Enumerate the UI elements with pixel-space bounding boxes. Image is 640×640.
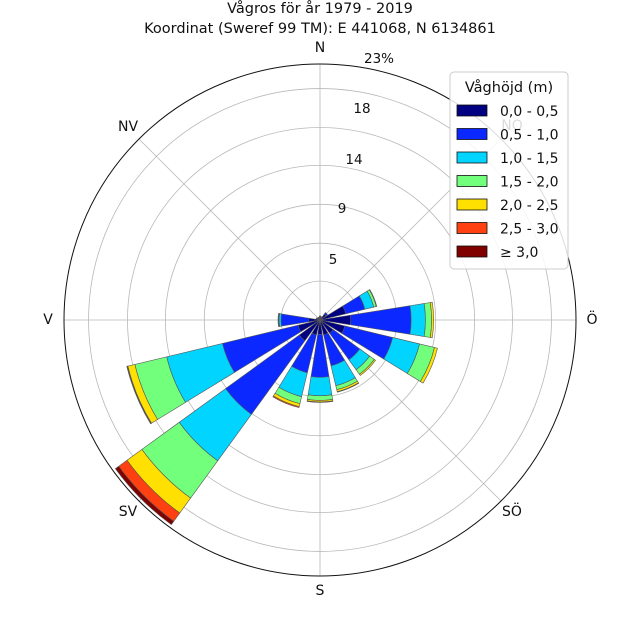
legend-swatch — [456, 198, 488, 211]
direction-label: S — [316, 583, 325, 599]
direction-label: V — [43, 312, 53, 328]
rose-bar-segment — [306, 400, 334, 403]
legend-entry: 1,0 - 1,5 — [500, 151, 558, 167]
legend-swatch — [456, 128, 488, 140]
rose-bar-segment — [359, 359, 376, 376]
outer-ring — [63, 63, 577, 577]
legend-title: Våghöjd (m) — [465, 79, 553, 96]
rose-bar-segment — [315, 317, 318, 320]
legend-swatch — [456, 222, 488, 234]
legend: Våghöjd (m) 0,0 - 0,5 0,5 - 1,0 1,0 - 1,5 1… — [449, 71, 569, 270]
legend-entry: 1,5 - 2,0 — [500, 175, 558, 191]
rose-bar-segment — [277, 313, 280, 327]
rose-bar-segment — [429, 301, 434, 339]
rose-bar-segment — [423, 302, 432, 338]
legend-entry: 2,5 - 3,0 — [500, 222, 558, 238]
direction-label: NV — [118, 119, 138, 135]
rose-bar-segment — [114, 465, 175, 526]
radial-tick-label: 18 — [353, 101, 370, 117]
rose-bar-segment — [368, 289, 378, 307]
radial-tick-label: 9 — [338, 201, 347, 217]
radial-tick-labels: 5 9 14 18 23% — [329, 51, 394, 268]
legend-frame — [449, 71, 569, 270]
rose-bar-segment — [272, 395, 300, 408]
legend-swatch — [456, 245, 488, 258]
rose-bar-segment — [307, 394, 333, 401]
radial-tick-label: 23% — [364, 51, 394, 67]
legend-swatch — [456, 151, 488, 164]
legend-entry: 2,0 - 2,5 — [500, 198, 558, 214]
rose-bar-segment — [126, 365, 152, 425]
legend-items: 0,0 - 0,5 0,5 - 1,0 1,0 - 1,5 1,5 - 2,0 2,0 … — [456, 104, 558, 261]
grid-spoke — [138, 138, 321, 321]
rose-bar-segment — [319, 315, 321, 317]
direction-label: SV — [119, 504, 138, 520]
rose-bar-segment — [317, 316, 321, 321]
legend-entry: ≥ 3,0 — [500, 245, 538, 261]
direction-label: Ö — [586, 310, 597, 328]
rose-bar-segment — [336, 382, 360, 393]
legend-entry: 0,0 - 0,5 — [500, 104, 558, 120]
radial-tick-label: 14 — [345, 152, 362, 168]
chart-title: Vågros för år 1979 - 2019 — [227, 0, 413, 17]
rose-bar-segment — [409, 303, 426, 337]
rose-bar-segment — [307, 376, 333, 397]
direction-label: N — [315, 40, 325, 56]
direction-label: SÖ — [502, 502, 522, 520]
rose-bar-segment — [323, 312, 328, 317]
legend-entry: 0,5 - 1,0 — [500, 128, 558, 144]
chart-subtitle: Koordinat (Sweref 99 TM): E 441068, N 61… — [144, 21, 496, 37]
legend-swatch — [456, 104, 488, 117]
legend-swatch — [456, 175, 488, 187]
rose-bar-segment — [419, 347, 438, 384]
rose-bars — [114, 289, 438, 526]
radial-tick-label: 5 — [329, 252, 338, 268]
